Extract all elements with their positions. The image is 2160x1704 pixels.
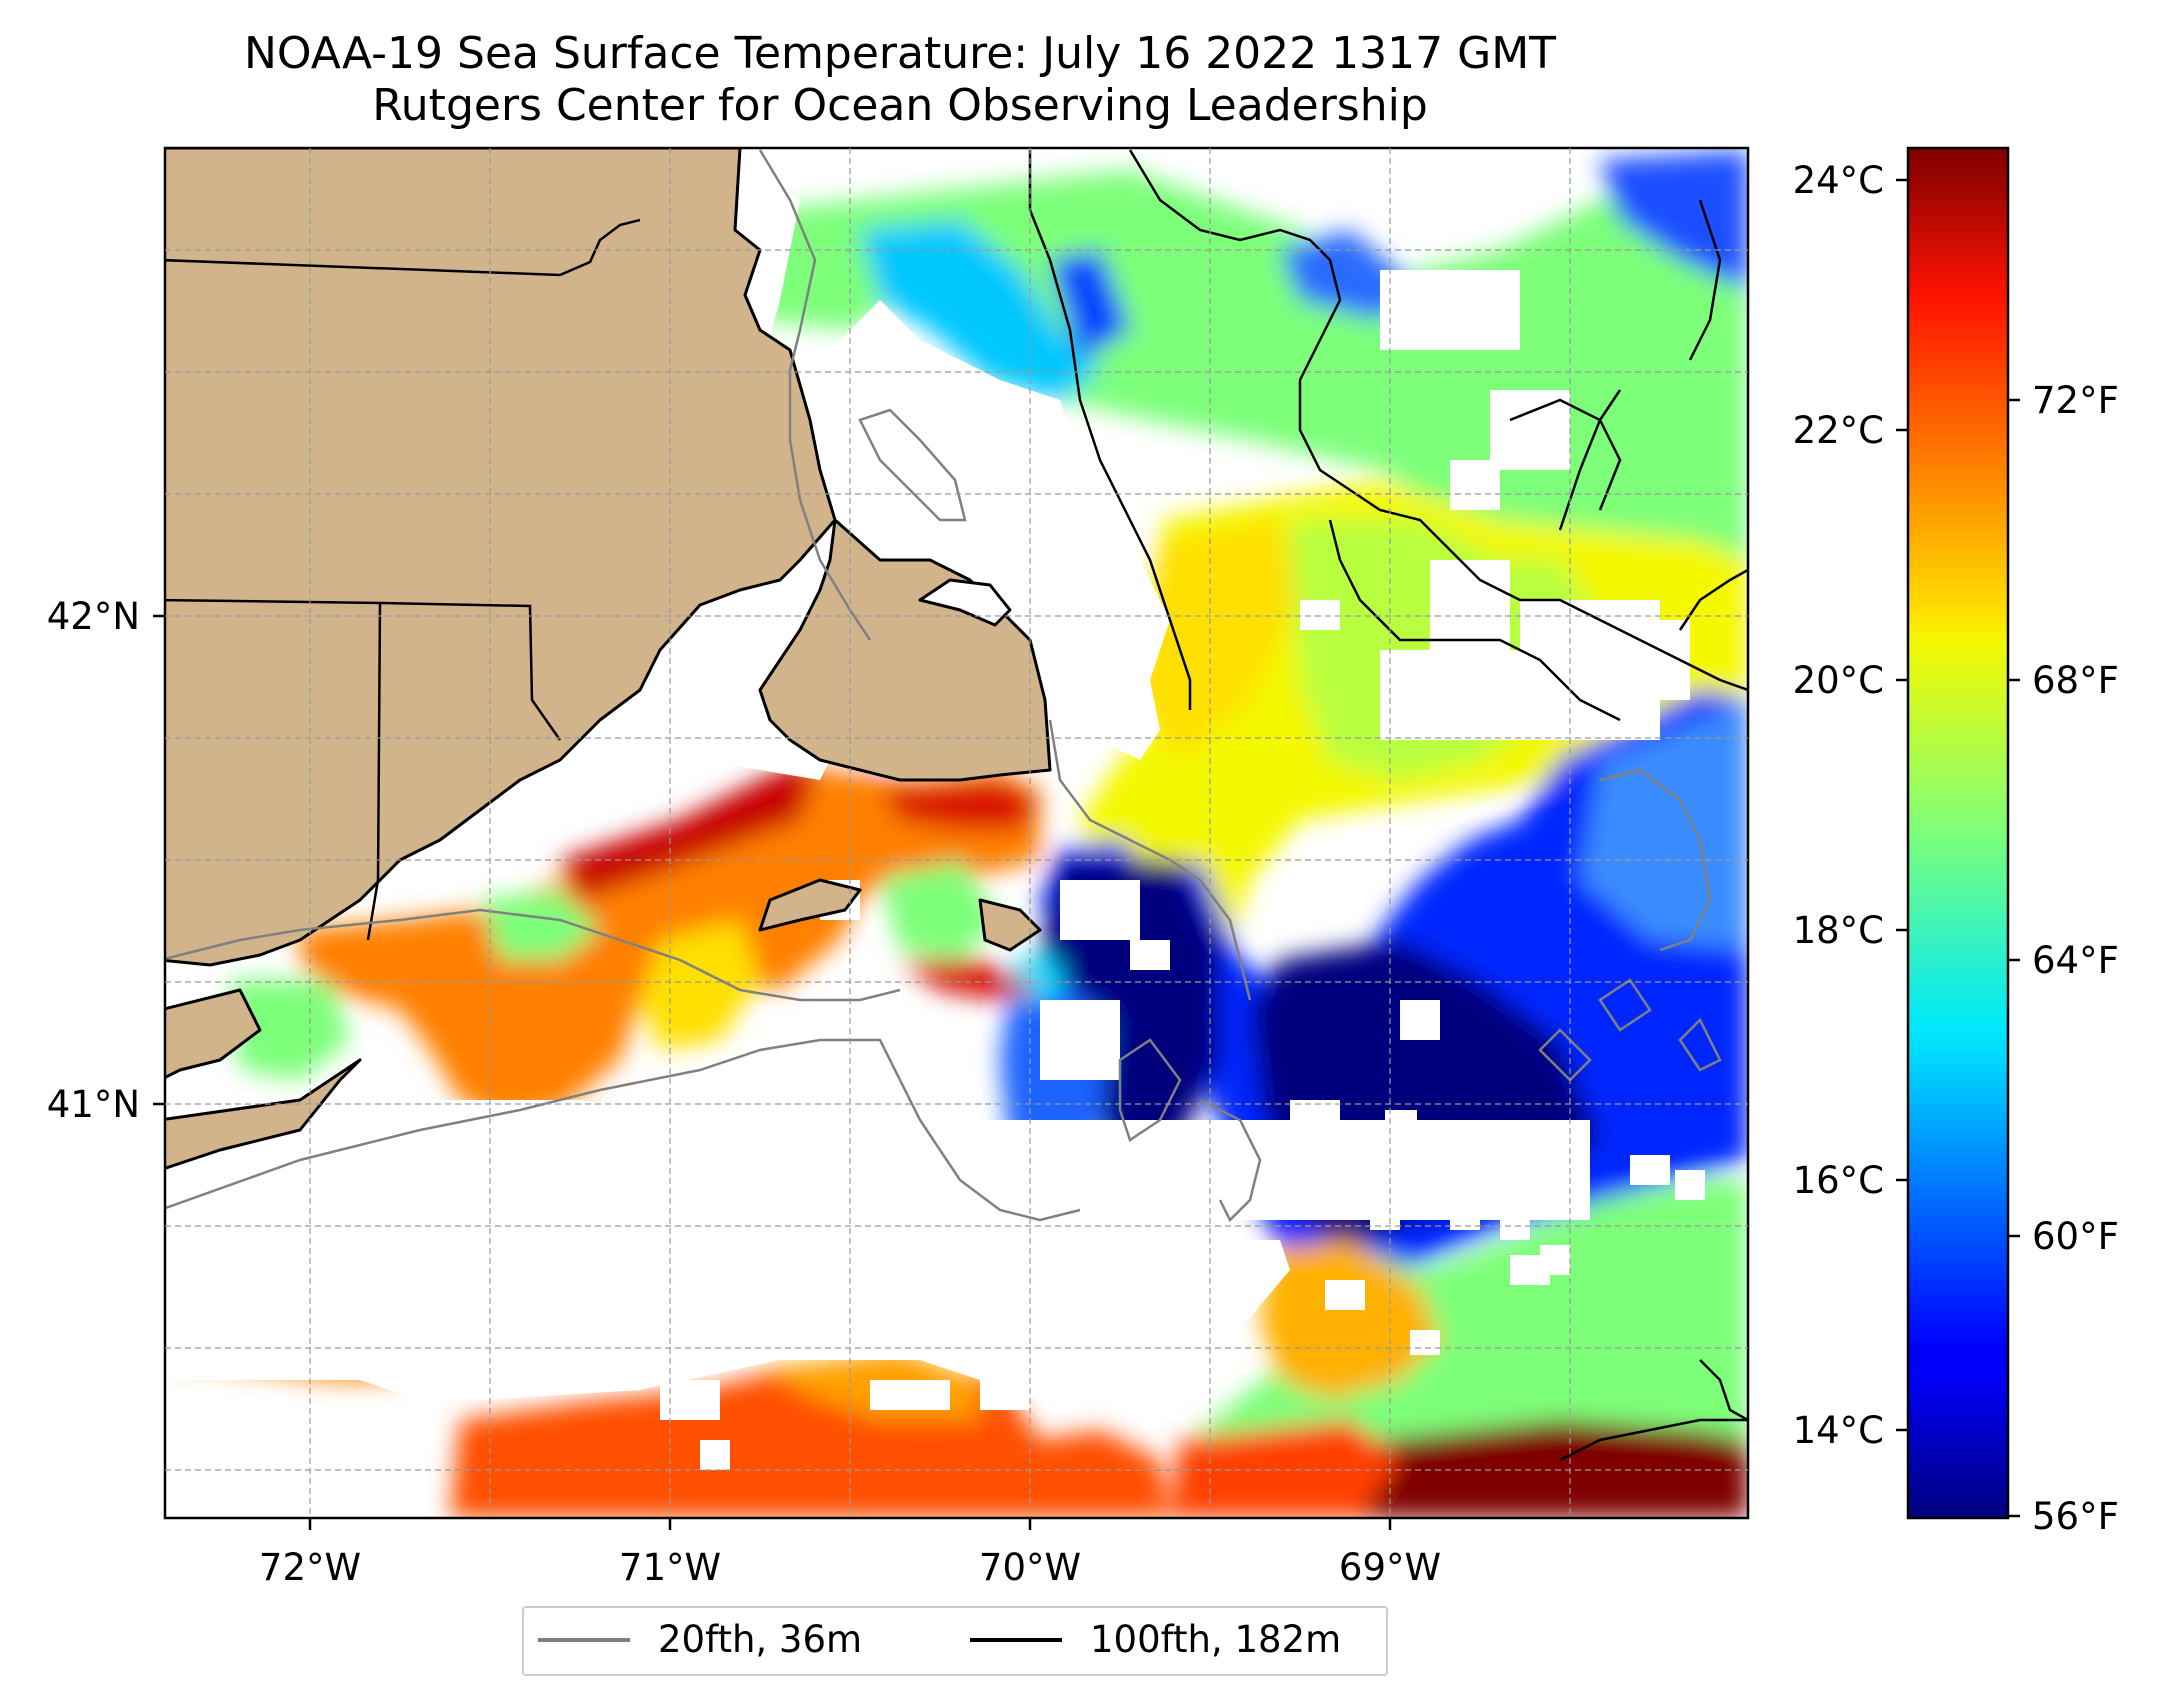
- map-subtitle: Rutgers Center for Ocean Observing Leade…: [372, 80, 1428, 131]
- colorbar-gradient: [1906, 146, 2010, 1520]
- map-frame: [163, 146, 1750, 1520]
- x-tick-label: 70°W: [979, 1546, 1081, 1589]
- isobath-100fth: [1028, 149, 1748, 1462]
- y-tick-label: 42°N: [47, 595, 140, 638]
- x-tick-label: 71°W: [619, 1546, 721, 1589]
- legend-swatch-gray: [538, 1637, 630, 1642]
- fahrenheit-tick: 60°F: [2032, 1215, 2119, 1258]
- legend: 20fth, 36m 100fth, 182m: [522, 1606, 1388, 1676]
- fahrenheit-tick: 64°F: [2032, 939, 2119, 982]
- celsius-tick: 14°C: [1793, 1409, 1884, 1452]
- map-title: NOAA-19 Sea Surface Temperature: July 16…: [243, 28, 1557, 79]
- fahrenheit-tick: 72°F: [2032, 379, 2119, 422]
- y-tick-label: 41°N: [47, 1083, 140, 1126]
- celsius-tick: 24°C: [1793, 159, 1884, 202]
- x-tick-label: 69°W: [1339, 1546, 1441, 1589]
- state-borders: [165, 218, 641, 941]
- colorbar: 24°C 22°C 20°C 18°C 16°C 14°C 72°F 68°F …: [1793, 146, 2119, 1538]
- legend-item-100fth: 100fth, 182m: [970, 1618, 1341, 1661]
- legend-item-20fth: 20fth, 36m: [538, 1618, 862, 1661]
- fahrenheit-tick: 56°F: [2032, 1495, 2119, 1538]
- celsius-tick: 18°C: [1793, 909, 1884, 952]
- celsius-tick: 22°C: [1793, 409, 1884, 452]
- axis-ticks: [153, 614, 1392, 1530]
- legend-swatch-black: [970, 1637, 1062, 1642]
- x-tick-label: 72°W: [259, 1546, 361, 1589]
- legend-label: 100fth, 182m: [1090, 1618, 1342, 1661]
- fahrenheit-tick: 68°F: [2032, 659, 2119, 702]
- celsius-tick: 20°C: [1793, 659, 1884, 702]
- celsius-tick: 16°C: [1793, 1159, 1884, 1202]
- gridlines: [165, 148, 1748, 1518]
- legend-label: 20fth, 36m: [658, 1618, 863, 1661]
- map-area: [165, 148, 1748, 1518]
- land-layer: [165, 148, 1052, 1170]
